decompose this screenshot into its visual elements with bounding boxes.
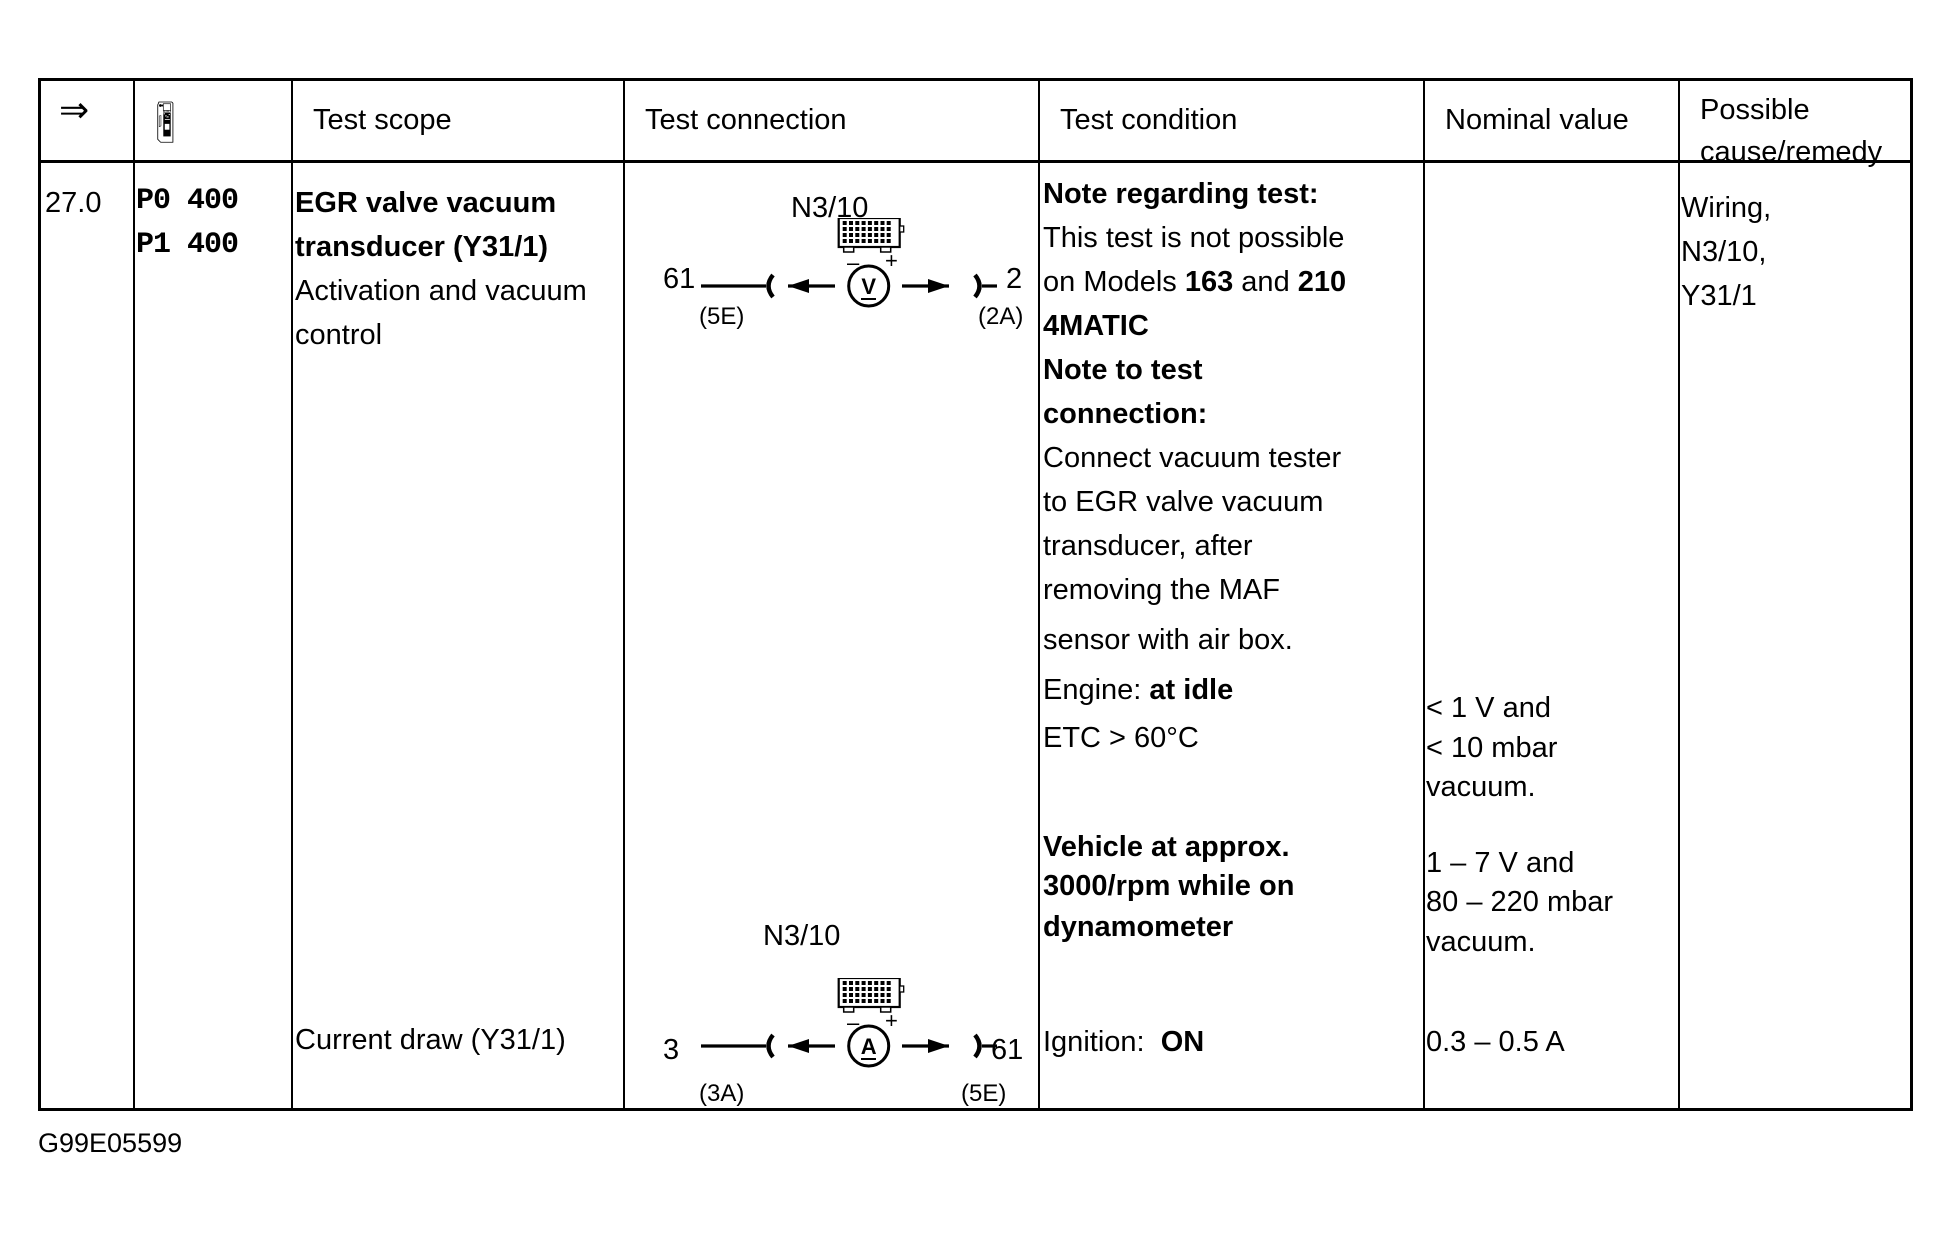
svg-text:–: – — [847, 250, 860, 275]
svg-text:–: – — [847, 1010, 860, 1035]
svg-text:A: A — [861, 1034, 877, 1059]
svg-text:+: + — [885, 1008, 898, 1033]
svg-text:+: + — [885, 248, 898, 273]
svg-text:V: V — [861, 274, 876, 299]
